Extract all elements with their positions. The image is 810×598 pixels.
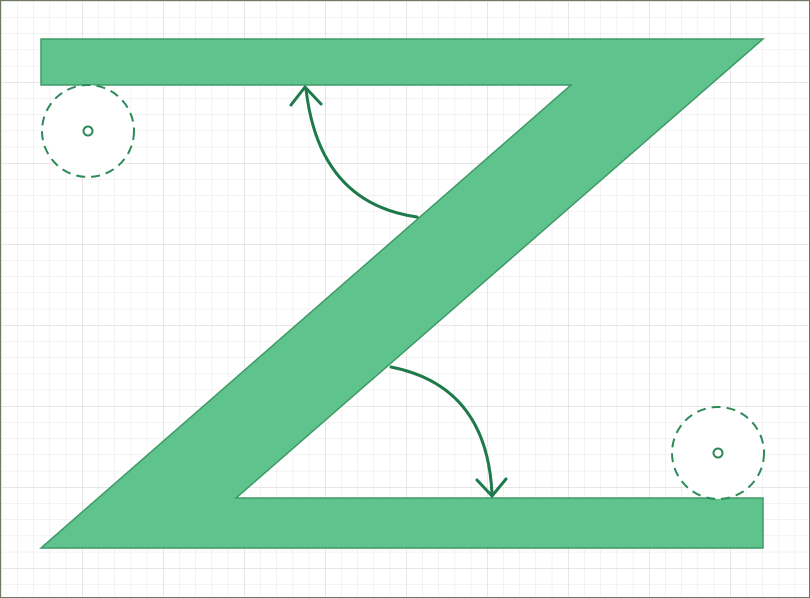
lower-arc-arrow [389,365,508,498]
upper-arc-arrow [289,85,419,219]
lower-arrowhead-icon [475,477,508,498]
letter-z-shape [39,38,766,549]
corner-marker-bottom-right [671,406,765,500]
upper-arrowhead-icon [289,85,323,107]
corner-marker-top-left [41,84,135,178]
upper-arc-path [304,87,419,219]
center-dot-bottom-right [712,447,724,459]
center-dot-top-left [82,125,94,137]
lower-arc-path [389,365,494,496]
